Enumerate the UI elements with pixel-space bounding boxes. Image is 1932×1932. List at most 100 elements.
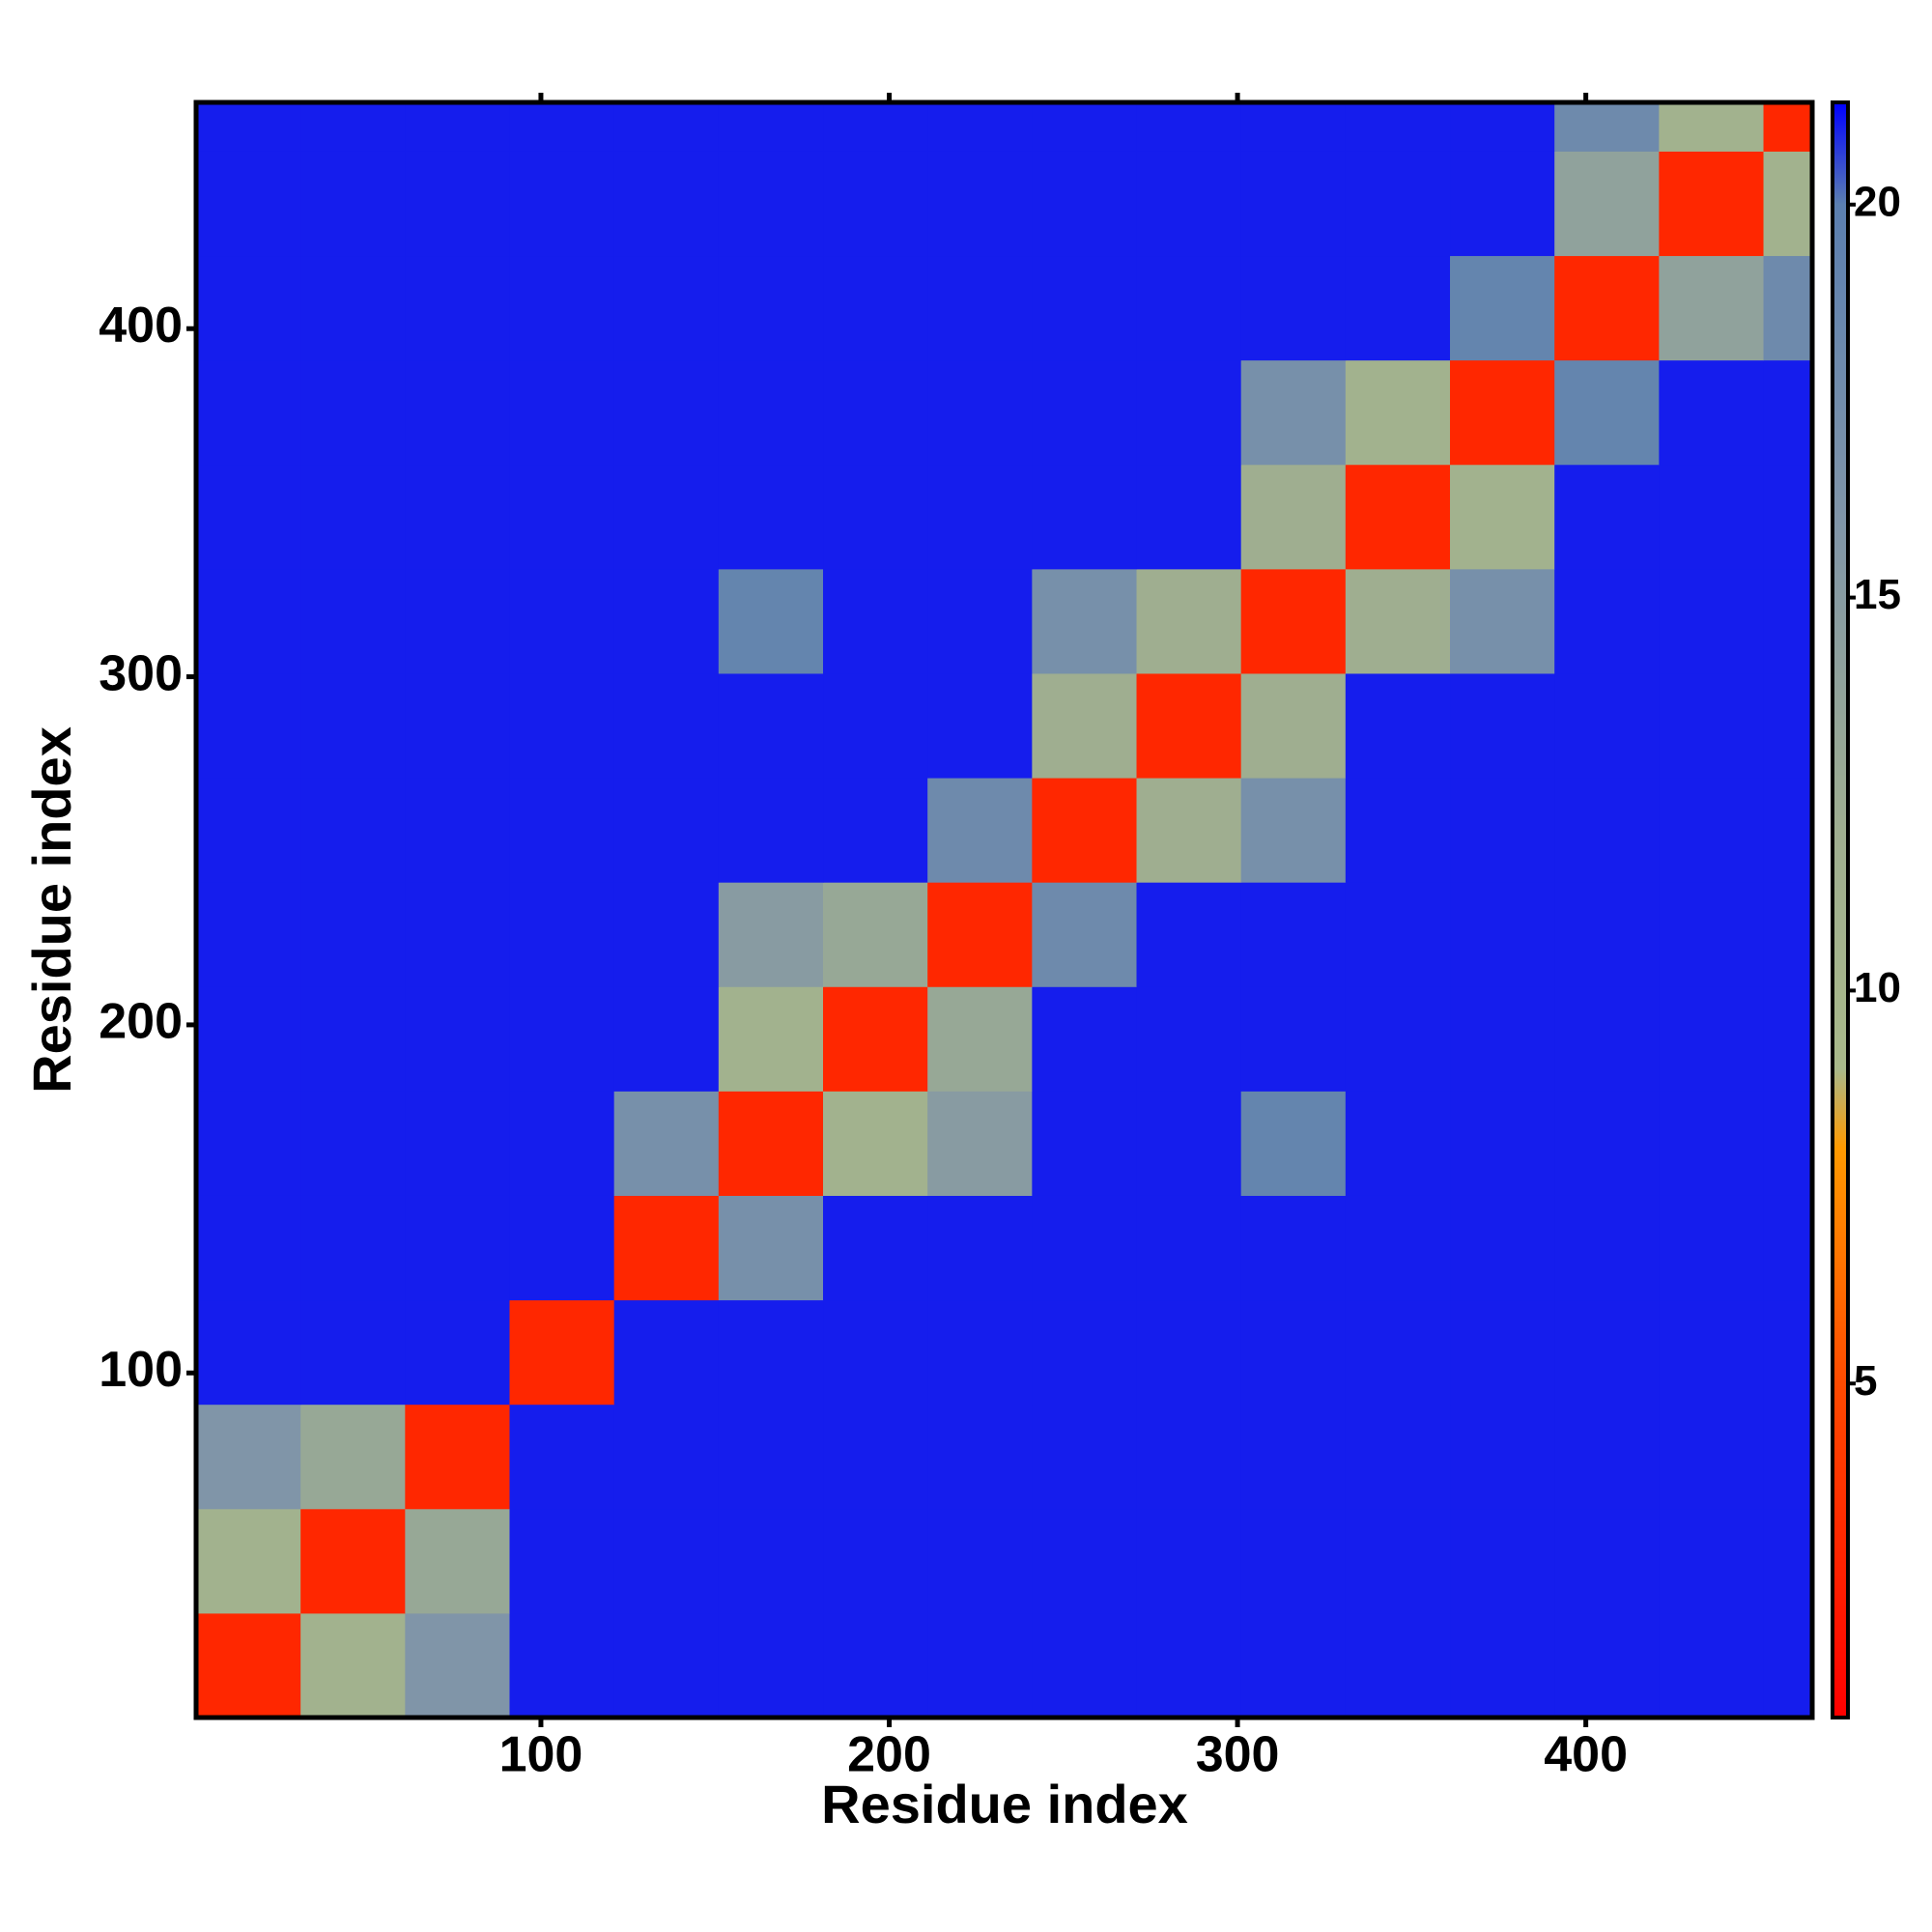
heatmap-cell (718, 1091, 824, 1196)
heatmap-cell (1554, 1091, 1660, 1196)
x-tick-label: 100 (499, 1727, 583, 1783)
heatmap-cell (1554, 986, 1660, 1092)
heatmap-cell (1659, 1195, 1765, 1301)
heatmap-cell (1136, 1299, 1242, 1406)
heatmap-cell (1554, 359, 1660, 466)
heatmap-cell (196, 1508, 301, 1614)
heatmap-cell (1345, 986, 1451, 1092)
heatmap-cell (1659, 1091, 1765, 1196)
heatmap-cell (927, 102, 1033, 152)
heatmap-cell (1554, 464, 1660, 570)
x-tick-label: 200 (847, 1727, 931, 1783)
heatmap-cell (1032, 1404, 1138, 1510)
heatmap-cell (927, 1404, 1033, 1510)
heatmap-cell (1136, 359, 1242, 466)
heatmap-cell (1659, 882, 1765, 987)
heatmap-cell (405, 359, 511, 466)
heatmap-cell (1032, 1195, 1138, 1301)
heatmap-cell (1136, 151, 1242, 257)
heatmap-cell (300, 778, 406, 883)
heatmap-cell (1659, 464, 1765, 570)
y-tick-label: 100 (99, 1342, 183, 1398)
heatmap-cell (1032, 672, 1138, 779)
heatmap-cell (1136, 778, 1242, 883)
heatmap-cell (718, 568, 824, 674)
heatmap-cell (405, 568, 511, 674)
heatmap-cell (1554, 1404, 1660, 1510)
heatmap-cell (509, 255, 615, 361)
heatmap-cell (1450, 151, 1555, 257)
heatmap-cell (613, 464, 720, 570)
heatmap-cell (613, 1195, 720, 1301)
heatmap-cell (405, 1508, 511, 1614)
heatmap-cell (1345, 151, 1451, 257)
heatmap-cell (1763, 672, 1813, 779)
heatmap-cell (1554, 882, 1660, 987)
heatmap-cell (196, 672, 301, 779)
heatmap-cell (1136, 882, 1242, 987)
heatmap-cell (1659, 102, 1765, 152)
heatmap-cell (1345, 359, 1451, 466)
heatmap-cell (1450, 986, 1555, 1092)
heatmap-cell (509, 359, 615, 466)
y-tick-label: 400 (99, 298, 183, 354)
heatmap-cell (718, 102, 824, 152)
heatmap-cell (1136, 1091, 1242, 1196)
heatmap-cell (613, 1404, 720, 1510)
heatmap-cell (1136, 1404, 1242, 1510)
heatmap-cell (718, 1404, 824, 1510)
heatmap-cell (1136, 1612, 1242, 1719)
heatmap-cell (613, 778, 720, 883)
heatmap-cell (196, 1404, 301, 1510)
heatmap-cell (405, 255, 511, 361)
heatmap-cell (927, 672, 1033, 779)
x-tick-label: 300 (1196, 1727, 1280, 1783)
heatmap-cell (823, 464, 928, 570)
heatmap-cell (823, 151, 928, 257)
heatmap-cell (927, 568, 1033, 674)
heatmap-cell (823, 1091, 928, 1196)
heatmap-cell (1032, 464, 1138, 570)
heatmap-cell (300, 1508, 406, 1614)
heatmap-cell (300, 672, 406, 779)
heatmap-cell (718, 672, 824, 779)
heatmap-cell (1345, 882, 1451, 987)
heatmap-cell (927, 1091, 1033, 1196)
heatmap-cell (300, 1195, 406, 1301)
heatmap-cell (1032, 102, 1138, 152)
heatmap-cell (823, 102, 928, 152)
heatmap-cell (613, 359, 720, 466)
colorbar-tick-label: 10 (1854, 964, 1901, 1011)
heatmap-cell (1763, 568, 1813, 674)
heatmap-cell (196, 1091, 301, 1196)
heatmap-cell (823, 672, 928, 779)
heatmap-cell (1554, 568, 1660, 674)
heatmap-cell (1450, 568, 1555, 674)
heatmap-cell (300, 464, 406, 570)
heatmap-cell (718, 359, 824, 466)
heatmap-cell (196, 568, 301, 674)
heatmap-cell (613, 1612, 720, 1719)
y-axis-label: Residue index (21, 726, 82, 1094)
heatmap-cell (196, 1612, 301, 1719)
heatmap-cell (1450, 1404, 1555, 1510)
heatmap-cell (613, 102, 720, 152)
heatmap-cell (1240, 672, 1347, 779)
heatmap-cell (1763, 1508, 1813, 1614)
heatmap-cell (196, 986, 301, 1092)
heatmap-cell (927, 1612, 1033, 1719)
heatmap-cell (823, 1299, 928, 1406)
heatmap-cell (300, 986, 406, 1092)
heatmap-cell (1450, 882, 1555, 987)
heatmap-cell (1240, 568, 1347, 674)
heatmap-cell (509, 568, 615, 674)
heatmap-cell (1659, 986, 1765, 1092)
heatmap-cell (300, 882, 406, 987)
heatmap-cell (1136, 464, 1242, 570)
heatmap-cell (1240, 1508, 1347, 1614)
heatmap-cell (1345, 1091, 1451, 1196)
heatmap-cell (1240, 1299, 1347, 1406)
heatmap-cell (927, 1299, 1033, 1406)
heatmap-cell (1763, 986, 1813, 1092)
